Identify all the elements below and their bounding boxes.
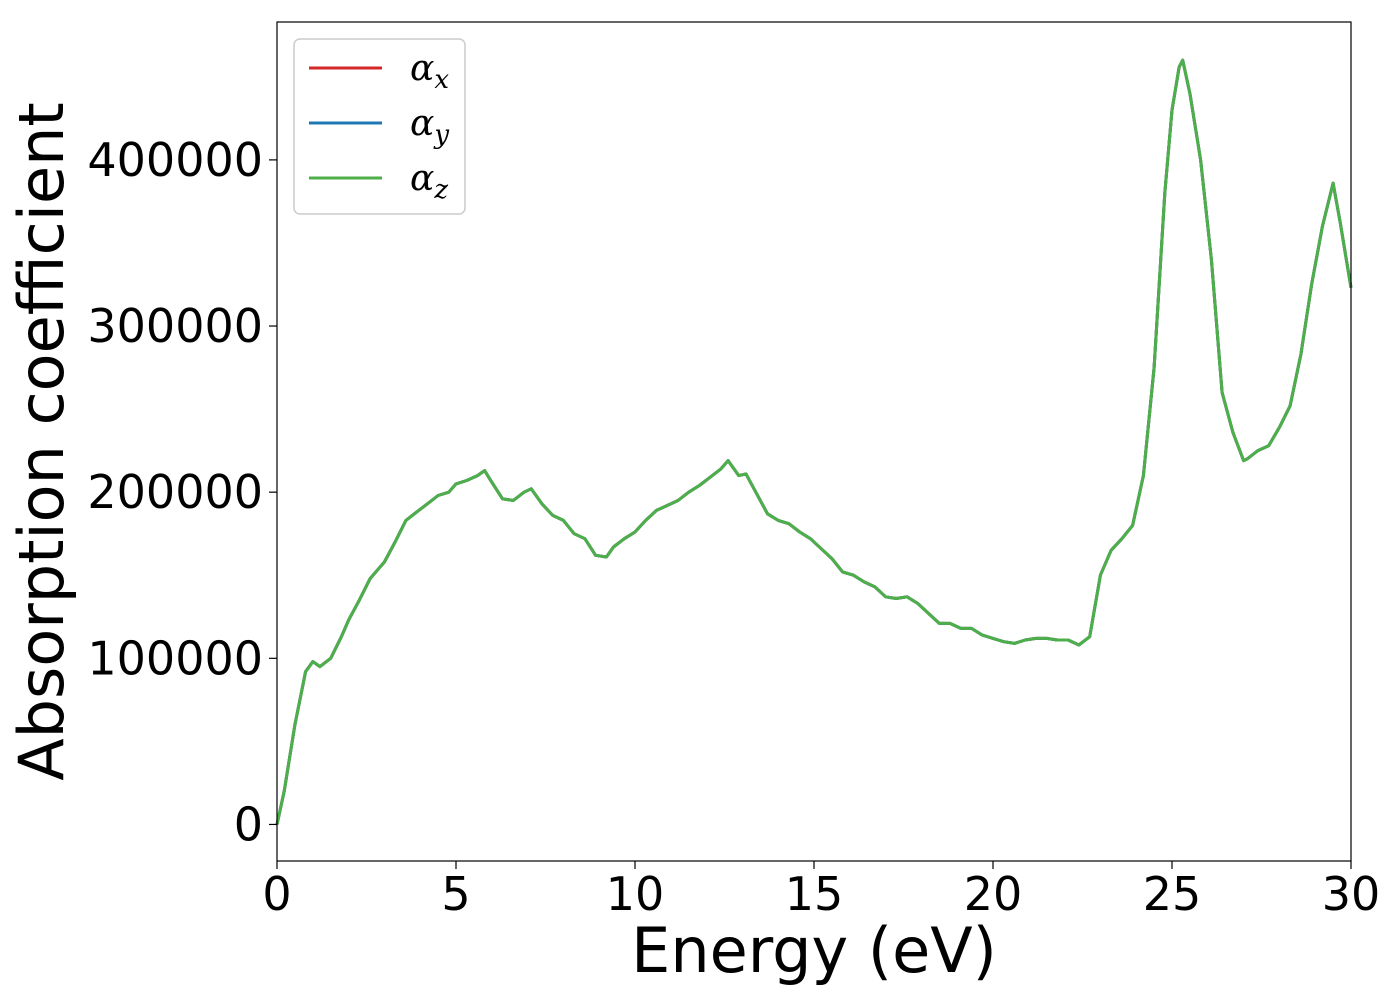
legend-entry-label: αx <box>410 48 449 95</box>
x-tick-label: 20 <box>964 867 1023 921</box>
x-tick-label: 15 <box>785 867 844 921</box>
x-tick-label: 10 <box>606 867 665 921</box>
y-axis-label: Absorption coefficient <box>5 102 78 781</box>
series-layer <box>275 58 1353 825</box>
x-tick-label: 25 <box>1143 867 1202 921</box>
series-line-3 <box>275 58 1353 825</box>
x-axis-ticks: 0 5 10 15 20 25 30 <box>262 861 1380 921</box>
x-axis-label: Energy (eV) <box>631 914 997 987</box>
legend-entry-label: αy <box>410 103 449 150</box>
y-tick-label: 200000 <box>87 465 263 519</box>
y-axis-ticks: 0 100000 200000 300000 400000 <box>87 133 277 851</box>
y-tick-label: 100000 <box>87 631 263 685</box>
x-tick-label: 5 <box>441 867 470 921</box>
x-tick-label: 30 <box>1322 867 1381 921</box>
y-tick-label: 0 <box>234 797 263 851</box>
legend: αx αy αz <box>293 38 466 215</box>
x-tick-label: 0 <box>262 867 291 921</box>
y-tick-label: 400000 <box>87 133 263 187</box>
legend-box <box>293 38 466 215</box>
y-tick-label: 300000 <box>87 299 263 353</box>
legend-entry-label: αz <box>410 158 448 205</box>
